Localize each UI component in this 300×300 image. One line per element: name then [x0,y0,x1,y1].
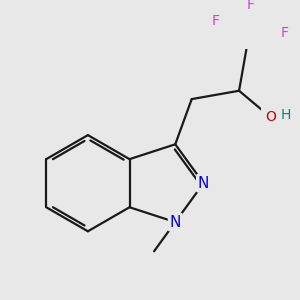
Text: O: O [265,110,276,124]
Text: F: F [212,14,220,28]
Text: N: N [198,176,209,191]
Text: F: F [280,26,289,40]
Text: F: F [247,0,255,12]
Text: N: N [169,214,181,230]
Text: H: H [281,108,291,122]
